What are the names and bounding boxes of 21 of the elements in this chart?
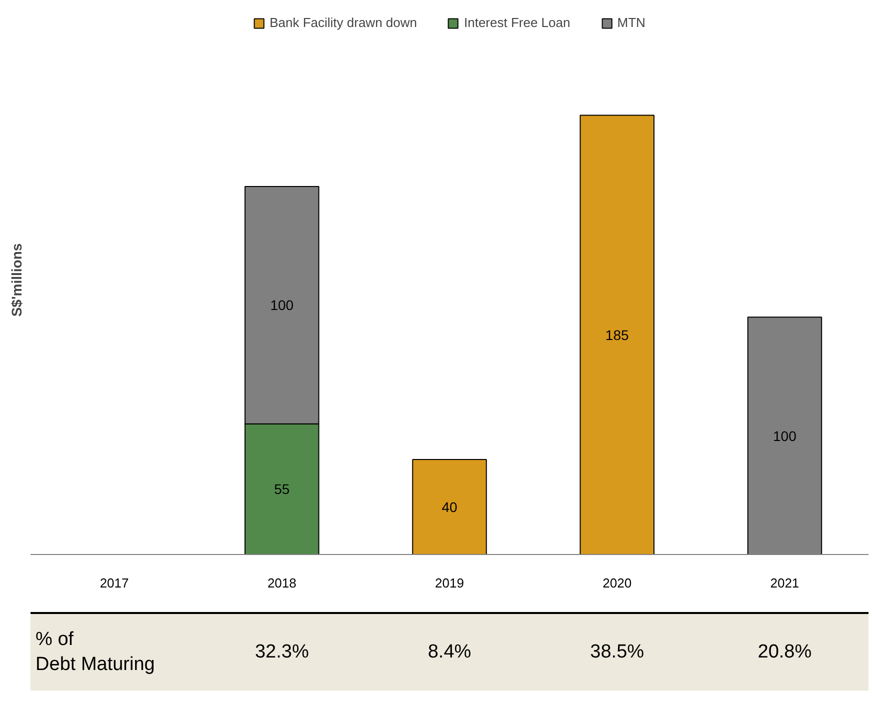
data-label: 40: [442, 499, 458, 516]
legend-label: Bank Facility drawn down: [270, 15, 417, 30]
bar: [412, 459, 487, 554]
text: 32.3%: [254, 641, 309, 662]
x-tick-label: 2018: [267, 576, 296, 590]
data-label: 185: [605, 326, 629, 343]
text: 8.4%: [428, 641, 472, 662]
data-label: 100: [773, 428, 797, 444]
data-label: 100: [270, 297, 294, 314]
legend-label: Interest Free Loan: [464, 15, 570, 30]
text: 38.5%: [590, 641, 644, 662]
bar: [580, 114, 654, 554]
x-tick-label: 2020: [602, 576, 632, 590]
x-tick-label: 2021: [770, 576, 800, 590]
y-axis-title: S$'millions: [8, 243, 24, 317]
legend-label: MTN: [617, 15, 646, 30]
x-tick-label: 2019: [435, 576, 464, 590]
text: 20.8%: [758, 641, 812, 662]
text: % of Debt Maturing: [36, 628, 155, 675]
x-tick-label: 2017: [100, 576, 129, 590]
data-label: 55: [274, 481, 290, 498]
